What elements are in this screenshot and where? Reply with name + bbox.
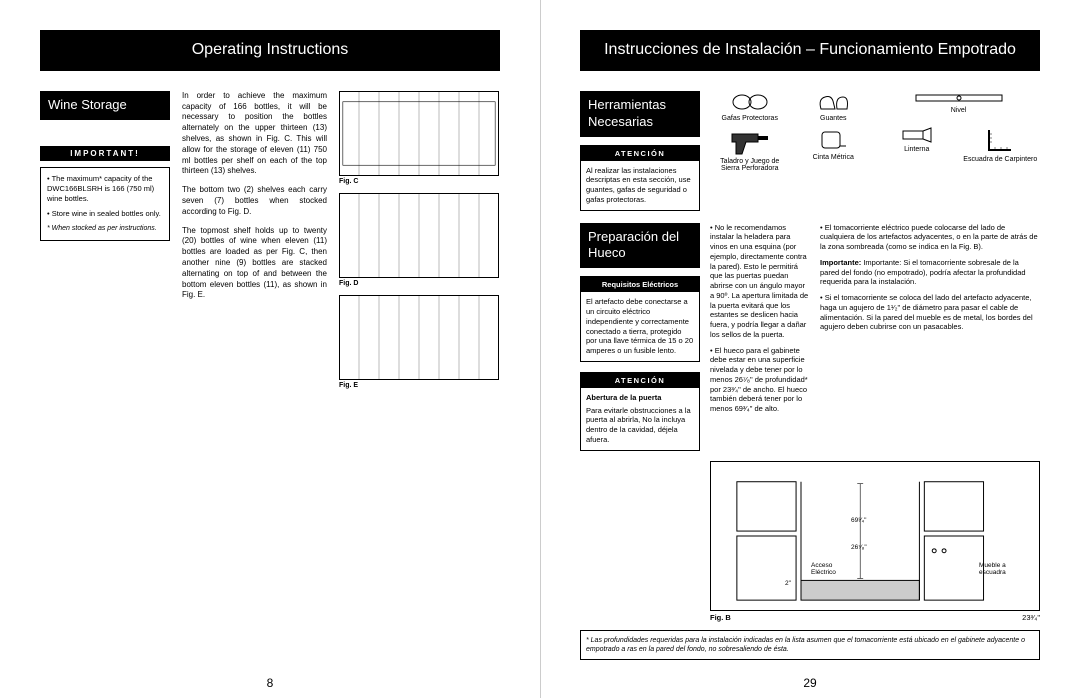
requisitos-box: Requisitos Eléctricos El artefacto debe … — [580, 276, 700, 362]
rcol4: • El tomacorriente eléctrico puede coloc… — [820, 223, 1040, 451]
atencion2-title: ATENCIÓN — [581, 373, 699, 388]
important-b2: • Store wine in sealed bottles only. — [47, 209, 163, 219]
tool-level: Nivel — [877, 91, 1040, 122]
fig-d-cap: Fig. D — [339, 280, 499, 287]
fig-c-svg — [340, 92, 498, 175]
diag-square: Mueble a escuadra — [979, 562, 1029, 576]
goggles-icon — [730, 91, 770, 113]
tool-tape: Cinta Métrica — [794, 126, 874, 172]
body-p3: The topmost shelf holds up to twenty (20… — [182, 226, 327, 302]
rcol3: • No le recomendamos instalar la helader… — [710, 223, 810, 451]
left-col-c: Fig. C Fig. D Fig. E — [339, 91, 499, 397]
important-note: * When stocked as per instructions. — [47, 224, 163, 233]
body-p2: The bottom two (2) shelves each carry se… — [182, 185, 327, 217]
wine-storage-label: Wine Storage — [40, 91, 170, 120]
tool-flashlight-label: Linterna — [904, 146, 929, 153]
tools-grid: Gafas Protectoras Guantes Nivel Taladro … — [710, 91, 1040, 172]
left-col-a: Wine Storage IMPORTANT! • The maximum* c… — [40, 91, 170, 397]
herramientas-label: Herramientas Necesarias — [580, 91, 700, 137]
fig-e-cap: Fig. E — [339, 382, 499, 389]
banner-right: Instrucciones de Instalación – Funcionam… — [580, 30, 1040, 71]
abertura-sub: Abertura de la puerta — [586, 393, 694, 403]
fig-e-box — [339, 295, 499, 380]
important-b1: • The maximum* capacity of the DWC166BLS… — [47, 174, 163, 204]
footnote-box: * Las profundidades requeridas para la i… — [580, 630, 1040, 660]
diag-w: 23³⁄₄" — [1022, 613, 1040, 622]
fig-b-svg — [711, 462, 1039, 610]
tool-gloves: Guantes — [794, 91, 874, 122]
fig-c-cap: Fig. C — [339, 178, 499, 185]
atencion1-title: ATENCIÓN — [581, 146, 699, 161]
diag-gap: 2" — [785, 580, 791, 587]
atencion1-body: Al realizar las instalaciones descriptas… — [581, 161, 699, 210]
body-p1: In order to achieve the maxi­mum capacit… — [182, 91, 327, 177]
tool-goggles: Gafas Protectoras — [710, 91, 790, 122]
col4-p3: • Si el tomacorriente se coloca del lado… — [820, 293, 1040, 332]
atencion2-body: Para evitarle obstrucciones a la puerta … — [586, 406, 694, 445]
fig-b-cap: Fig. B — [710, 613, 731, 622]
tool-tape-label: Cinta Métrica — [813, 154, 854, 161]
flashlight-icon — [899, 126, 935, 144]
tool-square-label: Escuadra de Carpintero — [963, 156, 1037, 163]
diag-h: 69³⁄₄" — [851, 517, 866, 524]
important-title: IMPORTANT! — [40, 146, 170, 161]
fig-b-diagram: 69³⁄₄" 26⁷⁄₈" 2" Acceso Eléctrico Mueble… — [710, 461, 1040, 611]
page-number-right: 29 — [803, 676, 816, 690]
atencion1-box: ATENCIÓN Al realizar las instalaciones d… — [580, 145, 700, 211]
banner-left: Operating Instructions — [40, 30, 500, 71]
drill-icon — [728, 126, 772, 156]
tool-flashlight: Linterna — [877, 126, 957, 172]
fig-c-box — [339, 91, 499, 176]
square-icon — [985, 126, 1015, 154]
rcol1: Preparación del Hueco Requisitos Eléctri… — [580, 223, 700, 451]
diag-access: Acceso Eléctrico — [811, 562, 851, 576]
tool-square: Escuadra de Carpintero — [961, 126, 1041, 172]
tool-goggles-label: Gafas Protectoras — [722, 115, 778, 122]
requisitos-title: Requisitos Eléctricos — [581, 277, 699, 292]
important-box: • The maximum* capacity of the DWC166BLS… — [40, 167, 170, 241]
fig-d-box — [339, 193, 499, 278]
requisitos-body: El artefacto debe conectarse a un circui… — [581, 292, 699, 361]
page-right: Instrucciones de Instalación – Funcionam… — [540, 0, 1080, 698]
col3-p1: • No le recomendamos instalar la helader… — [710, 223, 810, 340]
col3-p2: • El hueco para el gabinete debe estar e… — [710, 346, 810, 414]
col4-p1: • El tomacorriente eléctrico puede coloc… — [820, 223, 1040, 252]
tool-level-label: Nivel — [951, 107, 967, 114]
gloves-icon — [813, 91, 853, 113]
atencion2-box: ATENCIÓN Abertura de la puerta Para evit… — [580, 372, 700, 451]
tape-icon — [818, 126, 848, 152]
level-icon — [914, 91, 1004, 105]
preparacion-label: Preparación del Hueco — [580, 223, 700, 269]
tool-drill-label: Taladro y Juego de Sierra Perforadora — [710, 158, 790, 172]
page-number-left: 8 — [267, 676, 274, 690]
diag-d: 26⁷⁄₈" — [851, 544, 867, 551]
left-col-b: In order to achieve the maxi­mum capacit… — [182, 91, 327, 397]
page-left: Operating Instructions Wine Storage IMPO… — [0, 0, 540, 698]
tool-gloves-label: Guantes — [820, 115, 846, 122]
tool-drill: Taladro y Juego de Sierra Perforadora — [710, 126, 790, 172]
col4-p2: Importante: Importante: Si el tomacorrie… — [820, 258, 1040, 287]
